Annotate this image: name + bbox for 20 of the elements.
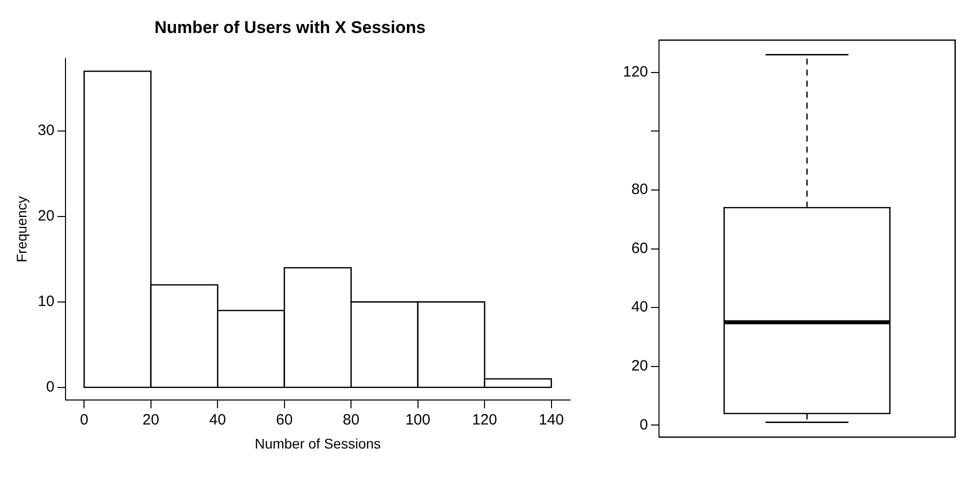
- y-tick-label: 10: [38, 293, 54, 310]
- x-tick-label: 20: [142, 411, 160, 428]
- x-axis-title: Number of Sessions: [254, 435, 381, 452]
- y-tick-label: 30: [38, 122, 54, 140]
- y-tick-label: 80: [631, 181, 648, 198]
- x-tick-label: 120: [472, 411, 498, 428]
- x-tick-label: 0: [80, 411, 88, 428]
- x-tick-label: 40: [209, 411, 226, 428]
- y-tick-label: 20: [631, 358, 648, 375]
- x-tick-label: 80: [342, 411, 360, 428]
- x-tick-label: 100: [405, 411, 430, 428]
- y-tick-label: 40: [631, 298, 648, 316]
- y-tick-label: 120: [622, 63, 648, 80]
- y-tick-label: 20: [38, 208, 54, 225]
- y-axis-title: Frequency: [13, 196, 30, 262]
- y-tick-label: 60: [631, 240, 648, 257]
- x-tick-label: 60: [276, 411, 293, 428]
- x-tick-label: 140: [538, 411, 564, 428]
- chart-title: Number of Users with X Sessions: [154, 18, 426, 37]
- y-tick-label: 0: [46, 378, 54, 396]
